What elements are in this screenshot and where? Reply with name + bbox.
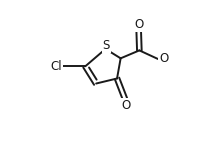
- Text: S: S: [103, 39, 110, 52]
- Text: O: O: [159, 52, 168, 65]
- Text: O: O: [134, 18, 143, 31]
- Text: O: O: [121, 99, 130, 112]
- Text: Cl: Cl: [50, 60, 62, 73]
